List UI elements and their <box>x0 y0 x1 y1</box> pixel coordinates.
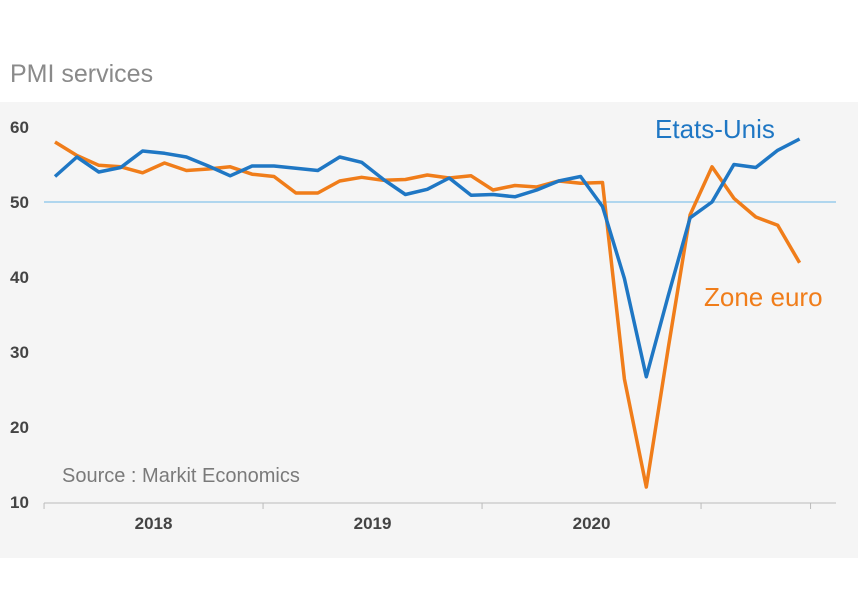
y-tick-label: 50 <box>10 193 29 212</box>
y-tick-label: 10 <box>10 493 29 512</box>
y-tick-label: 20 <box>10 418 29 437</box>
series-line-etats-unis <box>53 137 801 379</box>
series-line-zone-euro <box>54 140 802 489</box>
y-tick-label: 60 <box>10 118 29 137</box>
y-tick-label: 40 <box>10 268 29 287</box>
series-label-etats-unis: Etats-Unis <box>655 114 775 144</box>
chart-panel <box>0 102 858 558</box>
source-note: Source : Markit Economics <box>62 465 300 487</box>
x-axis: 2018 2019 2020 <box>43 502 836 533</box>
x-tick-label: 2018 <box>135 514 173 533</box>
y-axis: 10 20 30 40 50 60 <box>10 118 29 512</box>
x-tick-label: 2019 <box>354 514 392 533</box>
x-tick-label: 2020 <box>573 514 611 533</box>
y-tick-label: 30 <box>10 343 29 362</box>
series-label-zone-euro: Zone euro <box>704 282 823 312</box>
series-layer <box>53 137 802 489</box>
chart-title: PMI services <box>10 60 154 88</box>
